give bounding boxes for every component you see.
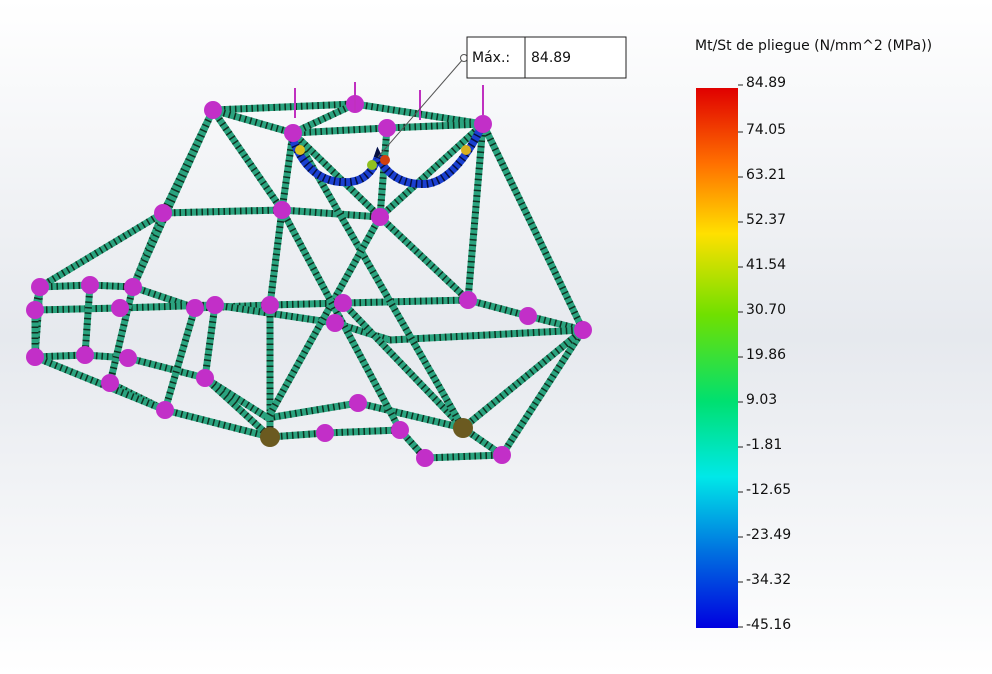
- fixture: [474, 115, 492, 133]
- fixture: [31, 278, 49, 296]
- stress-hotspot: [295, 145, 305, 155]
- fixture: [154, 204, 172, 222]
- fixture: [186, 299, 204, 317]
- legend-label: 74.05: [746, 122, 786, 138]
- fixture: [111, 299, 129, 317]
- legend-label: -23.49: [746, 527, 791, 543]
- beam: [85, 285, 90, 355]
- fixture: [26, 348, 44, 366]
- stress-hotspot: [461, 145, 471, 155]
- fixture: [326, 314, 344, 332]
- probe-anchor: [461, 55, 468, 62]
- fixture: [261, 296, 279, 314]
- legend-label: 52.37: [746, 212, 786, 228]
- probe-value: 84.89: [531, 50, 571, 66]
- legend-label: -12.65: [746, 482, 791, 498]
- fixture: [204, 101, 222, 119]
- fixture: [371, 208, 389, 226]
- legend-label: 19.86: [746, 347, 786, 363]
- legend-label: 63.21: [746, 167, 786, 183]
- fixture: [493, 446, 511, 464]
- fixture: [76, 346, 94, 364]
- fixture: [416, 449, 434, 467]
- stress-hotspot: [380, 155, 390, 165]
- fixture: [196, 369, 214, 387]
- stress-hotspot: [367, 160, 377, 170]
- fixture: [273, 201, 291, 219]
- fixture: [101, 374, 119, 392]
- fixture: [391, 421, 409, 439]
- legend-label: -34.32: [746, 572, 791, 588]
- fixture: [519, 307, 537, 325]
- legend-label: -45.16: [746, 617, 791, 633]
- legend-label: 84.89: [746, 75, 786, 91]
- fixture: [260, 427, 280, 447]
- legend-label: 30.70: [746, 302, 786, 318]
- fixture: [119, 349, 137, 367]
- legend-label: -1.81: [746, 437, 782, 453]
- fixture: [574, 321, 592, 339]
- fixture: [453, 418, 473, 438]
- fixture: [206, 296, 224, 314]
- color-bar: [696, 88, 738, 628]
- legend-label: 9.03: [746, 392, 777, 408]
- fixture: [156, 401, 174, 419]
- fixture: [124, 278, 142, 296]
- fixture: [459, 291, 477, 309]
- fixture: [349, 394, 367, 412]
- fixture: [81, 276, 99, 294]
- fixture: [334, 294, 352, 312]
- beam: [387, 124, 483, 128]
- fixture: [26, 301, 44, 319]
- probe-label: Máx.:: [472, 50, 510, 66]
- beam: [343, 300, 468, 303]
- legend-label: 41.54: [746, 257, 786, 273]
- fixture: [316, 424, 334, 442]
- fixture: [284, 124, 302, 142]
- legend-title: Mt/St de pliegue (N/mm^2 (MPa)): [695, 38, 932, 54]
- viewport: Máx.: 84.89 Mt/St de pliegue (N/mm^2 (MP…: [0, 0, 992, 674]
- fixture: [378, 119, 396, 137]
